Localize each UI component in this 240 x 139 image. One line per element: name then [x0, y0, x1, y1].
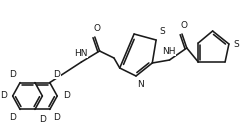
- Text: D: D: [39, 115, 46, 124]
- Text: S: S: [159, 27, 165, 36]
- Text: D: D: [54, 70, 60, 79]
- Text: O: O: [180, 21, 187, 30]
- Text: N: N: [137, 80, 144, 89]
- Text: D: D: [63, 91, 70, 100]
- Text: D: D: [0, 91, 7, 100]
- Text: O: O: [93, 24, 100, 33]
- Text: D: D: [9, 113, 16, 122]
- Text: D: D: [54, 113, 60, 122]
- Text: S: S: [234, 39, 240, 49]
- Text: HN: HN: [74, 49, 87, 58]
- Text: D: D: [9, 70, 16, 79]
- Text: NH: NH: [162, 47, 175, 56]
